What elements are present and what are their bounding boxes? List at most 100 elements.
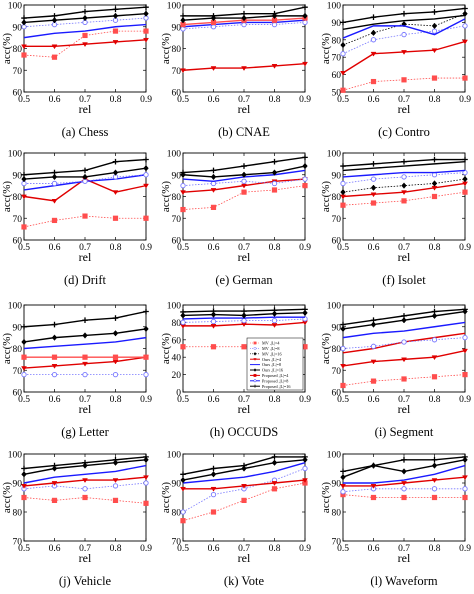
triangle-marker <box>51 481 58 486</box>
x-tick-label: 0.5 <box>18 395 30 405</box>
series-line-2 <box>340 39 468 76</box>
x-tick-label: 0.9 <box>140 95 152 105</box>
diamond-marker <box>340 325 346 333</box>
y-tick-label: 100 <box>327 302 342 312</box>
subplot-caption: (g) Letter <box>61 425 109 439</box>
triangle-marker <box>241 484 247 489</box>
y-tick-label: 70 <box>13 215 23 225</box>
series-line-4 <box>23 464 147 484</box>
square-marker <box>241 344 247 350</box>
plus-marker <box>401 10 407 17</box>
plus-marker <box>180 169 186 176</box>
series-line-5 <box>21 456 149 478</box>
triangle-marker <box>51 44 58 50</box>
diamond-marker <box>431 462 438 469</box>
y-tick-label: 80 <box>332 193 342 203</box>
y-axis-label: acc(%) <box>1 181 13 212</box>
x-axis-label: rel <box>79 402 92 416</box>
x-tick-label: 0.8 <box>110 544 122 554</box>
triangle-marker <box>370 192 377 198</box>
diamond-marker <box>210 471 217 478</box>
triangle-marker <box>82 478 88 483</box>
y-tick-label: 60 <box>13 389 23 399</box>
subplot-10: 70 80 90 100 0.5 0.6 0.7 0.8 0.9 rel acc(%) (j) Veh… <box>1 451 152 589</box>
x-tick-label: 0.7 <box>79 544 91 554</box>
plus-marker <box>271 307 278 314</box>
subplot-caption: (b) CNAE <box>218 125 270 139</box>
circle-marker <box>143 172 149 178</box>
square-marker <box>340 382 346 389</box>
plus-marker <box>143 454 149 460</box>
triangle-marker <box>401 357 407 363</box>
x-tick-label: 0.5 <box>177 395 189 405</box>
subplot-6: 60 70 80 90 100 0.5 0.6 0.7 0.8 0.9 rel acc(%) (f) I… <box>320 150 471 288</box>
x-tick-label: 0.7 <box>398 544 410 554</box>
square-marker <box>462 75 468 81</box>
circle-marker <box>180 182 186 189</box>
y-tick-label: 100 <box>8 150 23 160</box>
square-marker <box>143 215 149 221</box>
series-line-1 <box>180 183 308 213</box>
y-tick-label: 90 <box>172 171 182 181</box>
x-tick-label: 0.5 <box>18 544 30 554</box>
x-tick-label: 0.9 <box>459 544 471 554</box>
y-tick-label: 80 <box>13 45 23 55</box>
square-marker <box>51 354 58 360</box>
series-line-5 <box>21 325 149 346</box>
diamond-marker <box>51 17 58 24</box>
legend-label: MV ,|L|=16 <box>262 351 282 357</box>
y-tick-label: 60 <box>13 237 23 247</box>
square-marker <box>82 213 88 219</box>
plus-marker <box>143 308 149 315</box>
diamond-marker <box>431 312 438 320</box>
series-line-4 <box>343 464 466 484</box>
plus-marker <box>112 457 119 463</box>
plus-marker <box>370 161 377 167</box>
series-line-5 <box>340 456 468 481</box>
subplot-1: 60 70 80 90 100 0.5 0.6 0.7 0.8 0.9 rel acc(%) (a) C… <box>1 2 152 140</box>
series-path <box>342 321 466 339</box>
circle-marker <box>370 343 377 349</box>
square-marker <box>241 189 247 195</box>
series-path <box>342 14 466 31</box>
subplot-caption: (i) Segment <box>375 425 434 439</box>
plus-marker <box>112 315 119 321</box>
diamond-marker <box>51 334 58 341</box>
square-marker <box>370 200 377 206</box>
x-axis-label: rel <box>398 551 411 565</box>
triangle-marker <box>462 39 468 45</box>
subplot-12: 70 80 90 100 0.5 0.6 0.7 0.8 0.9 rel acc(%) (l) Wav… <box>320 451 471 589</box>
series-line-6 <box>180 154 308 176</box>
circle-marker <box>21 371 27 378</box>
plus-marker <box>51 169 58 176</box>
circle-marker <box>82 486 88 492</box>
subplot-caption: (d) Drift <box>64 273 107 287</box>
circle-marker <box>401 174 407 180</box>
x-axis-label: rel <box>238 250 251 264</box>
y-tick-label: 90 <box>332 171 342 181</box>
triangle-marker <box>340 71 346 76</box>
triangle-marker <box>82 361 88 367</box>
triangle-marker <box>462 475 468 481</box>
diamond-marker <box>271 169 278 176</box>
triangle-marker <box>370 359 377 365</box>
plus-marker <box>21 465 27 472</box>
diamond-marker <box>401 182 407 189</box>
series-line-4 <box>21 15 149 30</box>
series-line-4 <box>182 462 306 484</box>
plus-marker <box>241 10 247 17</box>
series-line-5 <box>21 10 149 26</box>
y-axis-label: acc(%) <box>1 333 13 364</box>
circle-marker <box>302 465 308 472</box>
y-axis-label: acc(%) <box>320 333 332 364</box>
x-axis-label: rel <box>79 102 92 116</box>
plus-marker <box>21 171 27 178</box>
legend-label: Proposed ,|L|=16 <box>262 384 290 390</box>
y-tick-label: 80 <box>172 45 182 55</box>
series-line-5 <box>180 456 308 484</box>
diamond-marker <box>271 310 278 317</box>
triangle-marker <box>210 324 217 329</box>
circle-marker <box>431 337 438 343</box>
y-tick-label: 100 <box>327 2 342 12</box>
